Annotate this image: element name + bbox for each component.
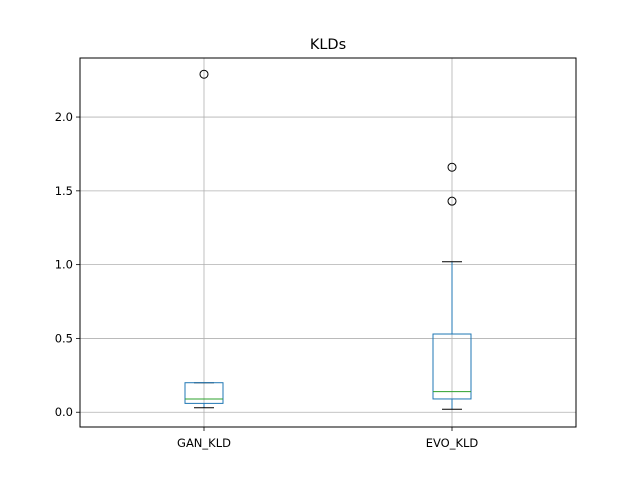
grid-lines bbox=[80, 58, 576, 427]
axes-frame bbox=[79, 57, 577, 428]
outlier-point bbox=[447, 196, 457, 206]
box-iqr bbox=[184, 382, 224, 404]
chart-title: KLDs bbox=[310, 37, 346, 53]
y-tick-label: 1.0 bbox=[55, 258, 73, 272]
outlier-point bbox=[447, 162, 457, 172]
x-tick-label: GAN_KLD bbox=[177, 436, 231, 450]
y-tick-label: 2.0 bbox=[55, 110, 73, 124]
y-tick-label: 0.0 bbox=[55, 405, 73, 419]
x-axis: GAN_KLD EVO_KLD bbox=[177, 427, 478, 450]
outlier-point bbox=[199, 69, 209, 79]
box-iqr bbox=[432, 333, 472, 400]
y-tick-label: 0.5 bbox=[55, 331, 73, 345]
y-axis: 0.0 0.5 1.0 1.5 2.0 bbox=[55, 110, 80, 419]
x-tick-label: EVO_KLD bbox=[426, 436, 479, 450]
plot-area bbox=[184, 69, 472, 410]
box-gan-kld bbox=[184, 69, 224, 409]
box-evo-kld bbox=[432, 162, 472, 410]
y-tick-label: 1.5 bbox=[55, 184, 73, 198]
